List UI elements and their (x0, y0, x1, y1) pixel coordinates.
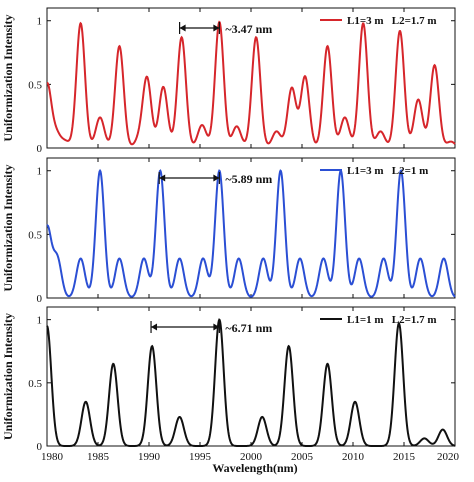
annotation-arrowhead-right (213, 174, 220, 182)
x-tick-label: 2005 (291, 451, 314, 463)
annotation-arrowhead-right (213, 323, 220, 331)
x-tick-label: 1995 (189, 451, 212, 463)
y-tick-label: 1 (37, 166, 43, 178)
y-tick-label: 0.5 (28, 229, 42, 241)
series-line (46, 20, 456, 146)
y-axis-label: Uniformization Intensity (1, 165, 15, 292)
y-axis-label: Uniformization Intensity (1, 313, 15, 440)
annotation-label: ~6.71 nm (225, 321, 272, 335)
y-tick-label: 1 (37, 315, 43, 327)
x-tick-label: 2020 (437, 451, 460, 463)
y-tick-label: 0 (37, 293, 43, 305)
legend-label: L1=1 m L2=1.7 m (347, 314, 437, 326)
x-tick-label: 2010 (342, 451, 365, 463)
series-line (46, 318, 456, 447)
annotation-label: ~5.89 nm (225, 172, 272, 186)
panel-1: 0 0.5 1 Uniformization Intensity ~3.47 nm L1=… (1, 7, 456, 155)
y-tick-label: 0.5 (28, 79, 42, 91)
y-axis-label: Uniformization Intensity (1, 15, 15, 142)
annotation-arrowhead-left (159, 174, 166, 182)
y-tick-label: 0.5 (28, 378, 42, 390)
panel-3: 1980 1985 1990 1995 2000 2005 2010 2015 2020 0 0.5… (1, 306, 460, 463)
x-tick-label: 2000 (240, 451, 263, 463)
x-tick-label: 1980 (41, 451, 64, 463)
series-line (46, 168, 456, 298)
x-axis-label: Wavelength(nm) (212, 461, 297, 475)
y-tick-label: 0 (37, 441, 43, 453)
x-tick-label: 1985 (87, 451, 110, 463)
annotation-arrowhead-left (151, 323, 158, 331)
x-tick-label: 2015 (393, 451, 416, 463)
legend-label: L1=3 m L2=1 m (347, 165, 428, 177)
legend-label: L1=3 m L2=1.7 m (347, 15, 437, 27)
y-tick-label: 1 (37, 16, 43, 28)
annotation-label: ~3.47 nm (225, 22, 272, 36)
panel-2: 0 0.5 1 Uniformization Intensity ~5.89 nm L1=… (1, 157, 456, 305)
y-tick-label: 0 (37, 143, 43, 155)
x-tick-label: 1990 (138, 451, 161, 463)
annotation-arrowhead-left (179, 24, 186, 32)
annotation-arrowhead-right (213, 24, 220, 32)
